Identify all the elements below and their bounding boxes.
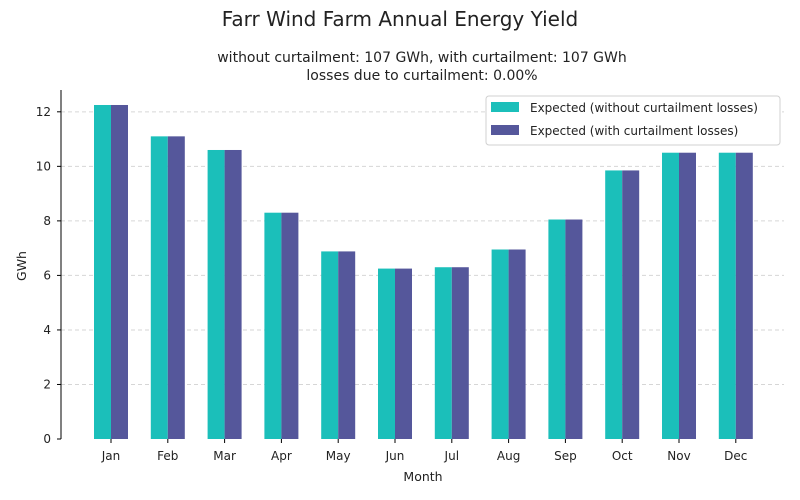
- bar-without-curtailment: [94, 104, 111, 439]
- y-tick-label: 2: [43, 377, 51, 391]
- chart-subtitle-line-2: losses due to curtailment: 0.00%: [306, 68, 537, 84]
- bar-without-curtailment: [434, 267, 452, 439]
- y-tick-label: 4: [43, 323, 51, 337]
- bar-without-curtailment: [207, 149, 225, 439]
- bar-without-curtailment: [548, 219, 566, 439]
- bar-with-curtailment: [679, 152, 696, 439]
- bar-with-curtailment: [395, 268, 412, 439]
- chart-subtitle-line-1: without curtailment: 107 GWh, with curta…: [217, 50, 627, 66]
- bar-with-curtailment: [451, 267, 469, 439]
- x-tick-label: Jan: [101, 449, 121, 463]
- bar-with-curtailment: [622, 170, 640, 439]
- x-tick-label: Nov: [667, 449, 690, 463]
- legend-swatch-with-curtailment: [491, 125, 519, 135]
- x-tick-label: Sep: [554, 449, 577, 463]
- bar-with-curtailment: [224, 149, 242, 439]
- bar-without-curtailment: [662, 152, 679, 439]
- bar-with-curtailment: [338, 251, 356, 439]
- bar-without-curtailment: [150, 136, 168, 439]
- x-tick-label: Aug: [497, 449, 520, 463]
- x-tick-label: May: [326, 449, 351, 463]
- legend: Expected (without curtailment losses) Ex…: [485, 95, 781, 146]
- x-tick-label: Dec: [724, 449, 747, 463]
- y-axis-ticks: 0 2 4 6 8 10 12: [36, 105, 61, 446]
- legend-label-without-curtailment: Expected (without curtailment losses): [530, 101, 758, 115]
- bar-with-curtailment: [508, 249, 526, 439]
- legend-frame: [485, 95, 781, 146]
- bar-with-curtailment: [111, 104, 128, 439]
- x-tick-label: Jun: [385, 449, 405, 463]
- legend-label-with-curtailment: Expected (with curtailment losses): [530, 124, 738, 138]
- x-tick-label: Feb: [157, 449, 178, 463]
- y-axis-label: GWh: [14, 251, 29, 281]
- bar-without-curtailment: [491, 249, 509, 439]
- y-tick-label: 8: [43, 214, 51, 228]
- bar-without-curtailment: [605, 170, 623, 439]
- bar-with-curtailment: [167, 136, 185, 439]
- y-tick-label: 12: [36, 105, 51, 119]
- bar-with-curtailment: [565, 219, 583, 439]
- x-tick-label: Oct: [612, 449, 633, 463]
- y-tick-label: 0: [43, 432, 51, 446]
- bar-without-curtailment: [378, 268, 395, 439]
- chart-title: Farr Wind Farm Annual Energy Yield: [222, 7, 579, 31]
- y-tick-label: 6: [43, 268, 51, 282]
- bar-without-curtailment: [321, 251, 339, 439]
- y-tick-label: 10: [36, 159, 51, 173]
- legend-swatch-without-curtailment: [491, 102, 519, 112]
- x-tick-label: Mar: [213, 449, 236, 463]
- x-axis-ticks: Jan Feb Mar Apr May Jun Jul Aug Sep Oct Nov Dec: [101, 439, 747, 463]
- bar-with-curtailment: [735, 152, 753, 439]
- bars: [94, 104, 753, 439]
- bar-without-curtailment: [264, 212, 282, 439]
- x-tick-label: Apr: [271, 449, 292, 463]
- bar-with-curtailment: [281, 212, 299, 439]
- x-tick-label: Jul: [444, 449, 459, 463]
- bar-without-curtailment: [718, 152, 736, 439]
- x-axis-label: Month: [403, 469, 442, 484]
